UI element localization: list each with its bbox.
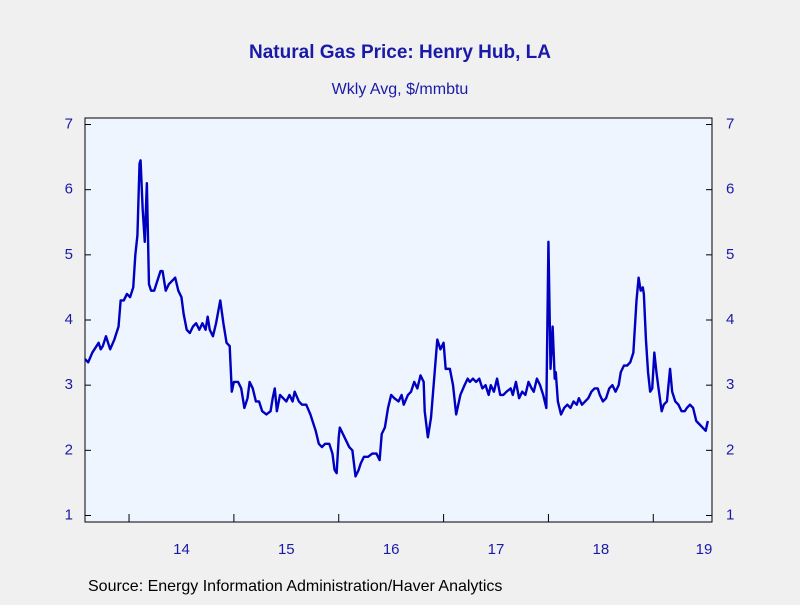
- y-tick-label: 2: [65, 441, 73, 458]
- price-line: [84, 159, 709, 478]
- x-tick-label: 15: [278, 541, 295, 558]
- y2-tick-label: 6: [726, 181, 734, 198]
- source-note: Source: Energy Information Administratio…: [88, 578, 502, 595]
- y2-tick-label: 2: [726, 441, 734, 458]
- y-tick-label: 5: [65, 246, 73, 263]
- x-tick-label: 18: [593, 541, 610, 558]
- y-tick-label: 1: [65, 506, 73, 523]
- y2-tick-label: 1: [726, 506, 734, 523]
- y2-tick-label: 4: [726, 311, 734, 328]
- x-tick-label: 16: [383, 541, 400, 558]
- plot-area: [84, 117, 713, 523]
- y-tick-label: 6: [65, 181, 73, 198]
- x-tick-label: 19: [696, 541, 713, 558]
- y-tick-label: 4: [65, 311, 73, 328]
- chart-title: Natural Gas Price: Henry Hub, LA: [249, 42, 551, 63]
- x-tick-label: 14: [173, 541, 190, 558]
- y2-tick-label: 5: [726, 246, 734, 263]
- y-tick-label: 7: [65, 115, 73, 132]
- y2-tick-label: 3: [726, 376, 734, 393]
- y2-tick-label: 7: [726, 115, 734, 132]
- chart-subtitle: Wkly Avg, $/mmbtu: [332, 81, 469, 98]
- y-tick-label: 3: [65, 376, 73, 393]
- x-tick-label: 17: [488, 541, 505, 558]
